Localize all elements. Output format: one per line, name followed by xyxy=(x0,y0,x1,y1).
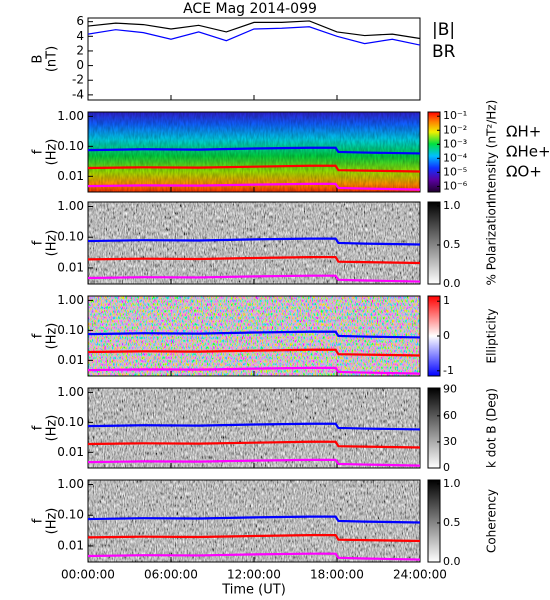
y-tick-label: 1.00 xyxy=(57,199,84,213)
y-axis-label: (nT) xyxy=(45,46,60,72)
series-line xyxy=(87,20,421,40)
y-axis-label: (Hz) xyxy=(45,415,60,442)
y-axis-label: B xyxy=(31,55,46,64)
x-axis-label: Time (UT) xyxy=(221,583,286,598)
y-axis-label: f xyxy=(31,149,46,154)
colorbar-tick-label: 0 xyxy=(443,329,450,342)
series-line xyxy=(87,422,421,431)
y-tick-label: 0 xyxy=(76,58,84,72)
colorbar-label: Ellipticity xyxy=(485,309,499,364)
plot-frame xyxy=(87,17,421,101)
y-tick-label: 1.00 xyxy=(57,385,84,399)
y-tick-label: 2 xyxy=(76,43,84,57)
y-axis-label: f xyxy=(31,425,46,430)
colorbar-tick-label: 60 xyxy=(443,409,457,422)
series-line xyxy=(87,256,421,265)
series-line xyxy=(87,348,421,357)
y-tick-label: 0.01 xyxy=(57,169,84,183)
colorbar-tick-label: 10⁻¹ xyxy=(443,109,467,122)
series-line xyxy=(87,534,421,543)
y-tick-label: 0.01 xyxy=(57,538,84,552)
colorbar-tick-label: 10⁻³ xyxy=(443,137,467,150)
legend-entry: |B| xyxy=(432,20,455,40)
colorbar-tick-label: 30 xyxy=(443,435,457,448)
y-tick-label: 0.10 xyxy=(57,415,84,429)
y-axis-label: f xyxy=(31,518,46,523)
colorbar xyxy=(427,479,441,563)
series-line xyxy=(87,164,421,173)
legend-entry: BR xyxy=(432,42,456,62)
y-axis-label: (Hz) xyxy=(45,139,60,166)
y-axis-label: f xyxy=(31,333,46,338)
colorbar-tick-label: 90 xyxy=(443,383,457,396)
y-tick-label: 0.10 xyxy=(57,230,84,244)
colorbar-label: % Polarization xyxy=(485,201,499,286)
y-tick-label: 6 xyxy=(76,14,84,28)
y-axis-label: f xyxy=(31,240,46,245)
series-line xyxy=(87,440,421,449)
y-axis-label: (Hz) xyxy=(45,508,60,535)
y-tick-label: 1.00 xyxy=(57,109,84,123)
colorbar-tick-label: 10⁻⁶ xyxy=(443,179,468,192)
x-tick-label: 12:00:00 xyxy=(227,568,281,582)
legend-entry: ΩHe+ xyxy=(506,143,550,161)
colorbar-label: Intensity (nT²/Hz) xyxy=(485,100,499,205)
y-tick-label: 0.10 xyxy=(57,508,84,522)
colorbar-label: Coherency xyxy=(485,489,499,553)
y-tick-label: 1.00 xyxy=(57,477,84,491)
colorbar-tick-label: 0.5 xyxy=(443,238,461,251)
colorbar-tick-label: 0.5 xyxy=(443,516,461,529)
colorbar xyxy=(427,201,441,285)
y-tick-label: 0.01 xyxy=(57,353,84,367)
y-tick-label: 0.01 xyxy=(57,445,84,459)
legend-entry: ΩO+ xyxy=(506,163,542,181)
series-line xyxy=(87,458,421,467)
y-tick-label: 0.10 xyxy=(57,323,84,337)
colorbar-tick-label: 10⁻⁵ xyxy=(443,165,467,178)
series-line xyxy=(87,182,421,191)
series-line xyxy=(87,274,421,283)
colorbar-tick-label: 1 xyxy=(443,294,450,307)
colorbar-tick-label: 10⁻⁴ xyxy=(443,151,468,164)
series-line xyxy=(87,515,421,524)
y-tick-label: -4 xyxy=(72,87,84,101)
x-tick-label: 06:00:00 xyxy=(144,568,198,582)
series-line xyxy=(87,330,421,339)
y-tick-label: -2 xyxy=(72,73,84,87)
colorbar-label: k dot B (Deg) xyxy=(485,388,499,468)
colorbar xyxy=(427,387,441,469)
legend-entry: ΩH+ xyxy=(506,123,541,141)
series-line xyxy=(87,26,421,46)
colorbar-tick-label: 0.0 xyxy=(443,555,461,568)
y-tick-label: 1.00 xyxy=(57,293,84,307)
y-tick-label: 0.01 xyxy=(57,260,84,274)
series-line xyxy=(87,146,421,155)
series-line xyxy=(87,552,421,561)
colorbar-tick-label: 10⁻² xyxy=(443,123,467,136)
colorbar-tick-label: -1 xyxy=(443,364,454,377)
colorbar-tick-label: 0.0 xyxy=(443,277,461,290)
chart-title: ACE Mag 2014-099 xyxy=(183,1,317,17)
x-tick-label: 24:00:00 xyxy=(393,568,447,582)
x-tick-label: 18:00:00 xyxy=(310,568,364,582)
colorbar-tick-label: 1.0 xyxy=(443,477,461,490)
colorbar-tick-label: 1.0 xyxy=(443,199,461,212)
y-axis-label: (Hz) xyxy=(45,323,60,350)
colorbar xyxy=(427,111,441,193)
colorbar-tick-label: 0 xyxy=(443,461,450,474)
x-tick-label: 00:00:00 xyxy=(61,568,115,582)
y-tick-label: 4 xyxy=(76,29,84,43)
series-line xyxy=(87,366,421,375)
y-axis-label: (Hz) xyxy=(45,230,60,257)
y-tick-label: 0.10 xyxy=(57,139,84,153)
series-line xyxy=(87,237,421,246)
